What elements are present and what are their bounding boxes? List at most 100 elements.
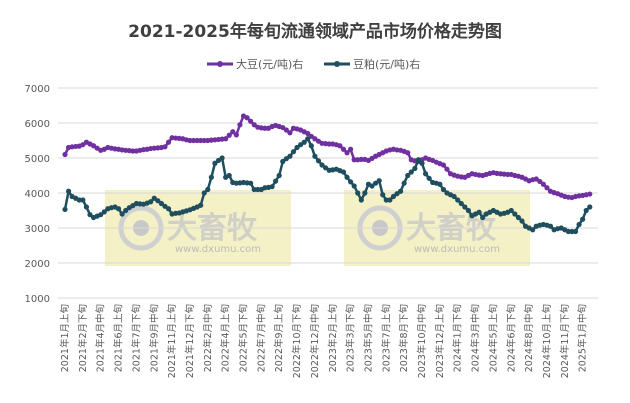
data-point	[362, 190, 368, 196]
x-tick-label: 2023年3月下旬	[345, 304, 357, 372]
data-point	[505, 171, 511, 178]
data-point	[576, 221, 582, 228]
data-point	[422, 171, 429, 177]
data-point	[408, 169, 414, 175]
x-tick-label: 2024年3月中旬	[470, 304, 482, 372]
data-point	[198, 202, 204, 208]
data-point	[358, 197, 364, 203]
data-point	[305, 130, 311, 137]
data-point	[226, 172, 232, 179]
x-tick-label: 2021年4月中旬	[95, 304, 107, 372]
data-point	[158, 200, 164, 207]
data-point	[397, 188, 404, 194]
data-point	[65, 188, 72, 194]
data-point	[262, 125, 268, 131]
data-point	[162, 144, 168, 150]
x-tick-label: 2022年5月下旬	[238, 304, 250, 372]
x-tick-label: 2022年10月下旬	[291, 304, 303, 378]
data-point	[583, 207, 589, 214]
x-tick-label: 2024年6月下旬	[505, 304, 517, 372]
data-point	[440, 162, 447, 168]
data-point	[376, 178, 382, 184]
x-tick-label: 2024年1月下旬	[452, 304, 464, 372]
data-point	[540, 181, 546, 187]
data-point	[515, 214, 521, 221]
data-point	[480, 214, 486, 221]
data-point	[273, 178, 279, 184]
data-point	[462, 204, 468, 210]
data-point	[205, 186, 211, 193]
gridlines	[58, 87, 598, 299]
legend-label-soymeal: 豆粕(元/吨)右	[353, 57, 420, 71]
data-point	[123, 207, 129, 214]
x-tick-label: 2023年8月下旬	[398, 304, 410, 372]
data-point	[226, 132, 232, 138]
x-tick-label: 2021年7月下旬	[130, 304, 142, 372]
data-point	[190, 137, 197, 144]
data-point	[405, 172, 411, 179]
data-point	[383, 197, 389, 203]
data-point	[580, 216, 586, 222]
data-point	[519, 218, 525, 224]
y-axis-ticks: 1000 2000 3000 4000 5000 6000 7000	[25, 84, 50, 305]
x-tick-label: 2022年9月上旬	[273, 304, 285, 372]
data-point	[348, 179, 354, 185]
x-tick-label: 2024年10月上旬	[541, 304, 553, 378]
data-point	[187, 137, 193, 144]
watermark-url: www.dxumu.com	[175, 244, 261, 255]
data-point	[237, 122, 243, 128]
data-point	[530, 227, 536, 233]
data-point	[283, 127, 289, 133]
x-tick-label: 2023年7月上旬	[380, 304, 392, 372]
series-soymeal	[62, 136, 593, 235]
data-point	[544, 185, 550, 191]
data-point	[76, 197, 82, 203]
data-point	[119, 211, 125, 217]
x-tick-label: 2021年6月上旬	[113, 304, 125, 372]
data-point	[101, 209, 107, 215]
data-point	[426, 175, 432, 181]
watermark-url: www.dxumu.com	[414, 244, 500, 255]
data-point	[194, 137, 200, 144]
x-tick-label: 2022年7月中旬	[255, 304, 267, 372]
data-point	[315, 158, 322, 164]
data-point	[369, 183, 375, 189]
data-point	[387, 197, 393, 203]
x-tick-label: 2024年8月中旬	[523, 304, 535, 372]
data-point	[248, 118, 254, 124]
data-point	[269, 184, 275, 190]
y-tick-label: 1000	[25, 294, 50, 305]
x-tick-label: 2021年12月下旬	[184, 304, 196, 378]
data-point	[390, 193, 397, 200]
data-point	[290, 149, 297, 155]
x-tick-label: 2023年2月上旬	[327, 304, 339, 372]
data-point	[455, 197, 461, 203]
data-point	[308, 143, 314, 149]
data-point	[444, 166, 450, 172]
data-point	[87, 212, 93, 218]
data-point	[276, 172, 282, 179]
data-point	[547, 223, 554, 229]
data-point	[337, 143, 343, 149]
data-point	[340, 169, 347, 175]
data-point	[155, 198, 161, 204]
data-point	[569, 228, 575, 235]
data-point	[83, 204, 90, 210]
legend-label-soybean: 大豆(元/吨)右	[236, 57, 303, 71]
data-point	[458, 200, 464, 207]
x-tick-label: 2021年2月下旬	[77, 304, 89, 372]
data-point	[98, 212, 104, 218]
data-point	[287, 153, 293, 159]
y-tick-label: 5000	[25, 154, 50, 165]
data-point	[587, 204, 593, 210]
data-point	[415, 157, 422, 163]
data-point	[587, 191, 593, 197]
data-point	[305, 136, 311, 142]
data-point	[223, 136, 229, 142]
x-axis-ticks: 2021年1月上旬 2021年2月下旬 2021年4月中旬 2021年6月上旬 2021…	[59, 304, 589, 378]
data-point	[230, 129, 236, 135]
data-point	[165, 139, 172, 145]
data-point	[351, 183, 357, 189]
data-point	[165, 206, 172, 212]
